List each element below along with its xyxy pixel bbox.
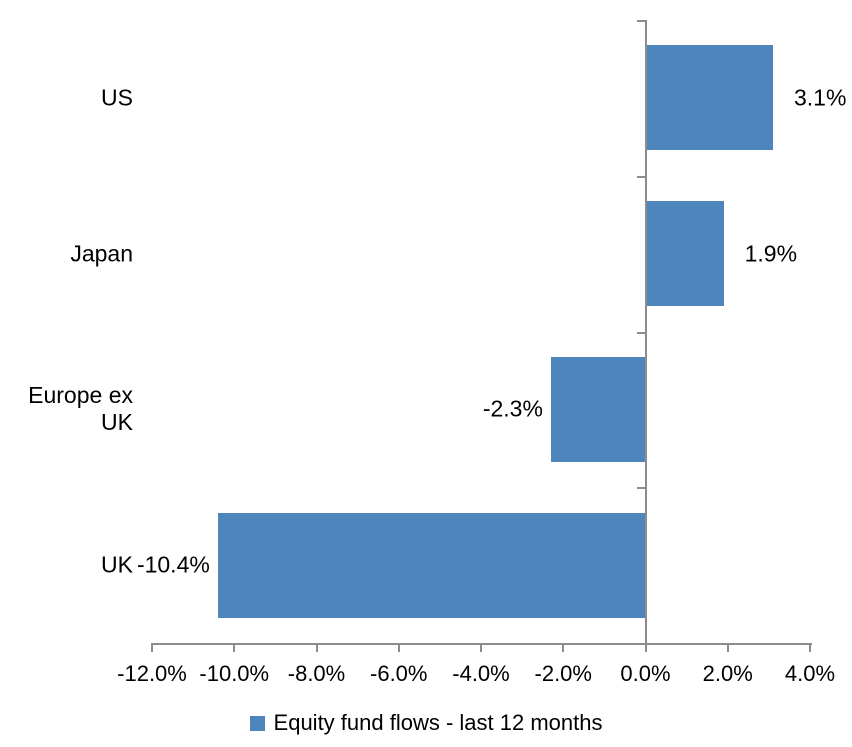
value-axis-tick-label: 4.0% — [784, 661, 836, 686]
legend-label: Equity fund flows - last 12 months — [273, 710, 603, 735]
category-axis-tick — [636, 175, 645, 178]
value-axis-tick — [644, 643, 647, 652]
category-axis-tick — [636, 20, 645, 22]
legend-swatch-icon — [249, 715, 265, 731]
category-axis-tick — [636, 487, 645, 490]
category-axis-line — [644, 20, 647, 645]
value-axis-tick-label: 2.0% — [702, 661, 753, 686]
data-label: 3.1% — [793, 84, 847, 111]
value-axis-tick-label: 0.0% — [620, 661, 671, 686]
value-axis-tick — [480, 643, 482, 652]
value-axis-tick-label: -4.0% — [452, 661, 510, 686]
category-label: UK — [101, 551, 133, 578]
data-label: 1.9% — [744, 240, 798, 267]
data-label: -10.4% — [136, 551, 210, 578]
bar — [550, 356, 646, 462]
legend: Equity fund flows - last 12 months — [0, 710, 852, 735]
bar — [217, 512, 646, 618]
category-label: Japan — [70, 240, 133, 267]
category-label: Europe ex UK — [28, 382, 133, 436]
value-axis-line — [152, 643, 812, 645]
value-axis-tick — [397, 643, 400, 652]
value-axis-tick — [233, 643, 236, 652]
value-axis-tick — [562, 643, 565, 652]
value-axis-tick-label: -2.0% — [534, 661, 592, 686]
data-label: -2.3% — [482, 395, 543, 422]
value-axis-tick-label: -10.0% — [199, 661, 270, 686]
value-axis-tick-label: -6.0% — [370, 661, 428, 686]
value-axis-tick-label: -12.0% — [117, 661, 187, 686]
bar — [645, 201, 724, 307]
bar — [645, 45, 773, 151]
value-axis-tick — [151, 643, 153, 652]
value-axis-tick — [809, 643, 811, 652]
category-label: US — [101, 84, 133, 111]
value-axis-tick-label: -8.0% — [287, 661, 346, 686]
category-axis-tick — [636, 331, 645, 334]
value-axis-tick — [315, 643, 318, 652]
value-axis-tick — [726, 643, 729, 652]
